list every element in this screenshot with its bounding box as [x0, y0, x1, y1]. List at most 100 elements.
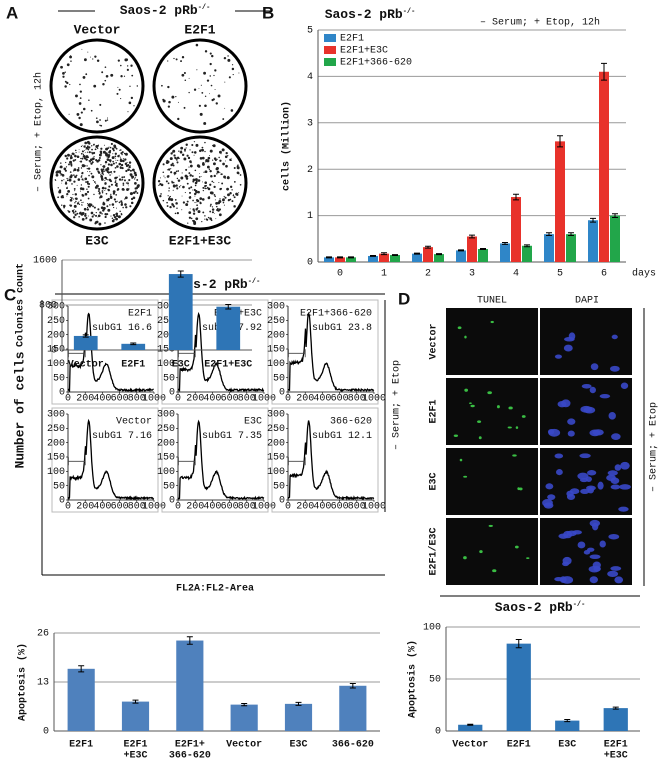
colony: [121, 166, 124, 170]
y-tick-label: 250: [47, 424, 65, 435]
colony: [215, 166, 219, 170]
colony: [82, 75, 86, 79]
histogram-curve: [67, 418, 155, 501]
colony: [55, 171, 59, 174]
colony: [194, 201, 196, 204]
x-tick-label: 400: [313, 502, 331, 513]
colony: [90, 158, 93, 162]
colony: [78, 203, 80, 206]
error-bar: [546, 232, 552, 237]
error-bar: [502, 242, 508, 245]
colony: [101, 191, 104, 194]
colony: [195, 143, 199, 147]
colony: [172, 189, 174, 191]
colony: [175, 202, 178, 205]
colony: [120, 203, 124, 206]
micrograph: [446, 378, 538, 445]
colony: [184, 191, 186, 194]
colony: [97, 159, 101, 162]
y-tick-label: 300: [267, 302, 285, 313]
y-tick-label: 5: [307, 26, 313, 37]
colony: [198, 149, 202, 153]
nucleus: [547, 494, 556, 501]
panel-footer-main: Saos-2 pRb: [495, 600, 573, 615]
colony: [120, 179, 122, 181]
colony: [185, 203, 189, 207]
colony: [229, 185, 233, 188]
colony: [185, 143, 188, 146]
panel-header: Saos-2 pRb-/-: [120, 3, 211, 18]
error-bar: [458, 249, 464, 252]
colony: [166, 201, 168, 204]
colony: [105, 74, 109, 78]
colony: [66, 81, 69, 85]
colony: [127, 168, 130, 172]
colony: [70, 60, 72, 62]
colony: [98, 191, 101, 194]
colony: [167, 105, 170, 108]
colony: [137, 184, 140, 187]
nucleus: [558, 533, 569, 539]
colony: [101, 213, 103, 215]
colony: [218, 156, 220, 159]
colony: [188, 91, 190, 94]
colony: [167, 60, 169, 62]
bar: [434, 254, 444, 262]
nucleus: [590, 363, 599, 371]
colony: [128, 178, 131, 182]
colony: [175, 184, 178, 187]
colony: [119, 156, 121, 158]
gate-value: 7.16: [128, 431, 152, 442]
colony: [169, 157, 173, 161]
x-tick-label: 2: [425, 269, 431, 280]
x-tick-label: 800: [128, 394, 146, 405]
colony: [172, 181, 175, 184]
colony: [92, 58, 94, 60]
colony: [107, 163, 111, 166]
colony: [181, 73, 185, 77]
colony: [86, 165, 88, 167]
colony: [213, 174, 216, 178]
colony: [237, 172, 240, 175]
bar: [168, 274, 193, 350]
colony: [183, 71, 186, 75]
colony: [107, 208, 111, 212]
colony: [115, 157, 116, 159]
colony: [197, 190, 200, 194]
y-tick-label: 0: [59, 388, 65, 399]
colony: [72, 193, 74, 196]
colony: [184, 79, 187, 81]
panel-footer-sup: -/-: [573, 601, 586, 609]
colony: [120, 212, 123, 215]
bar: [610, 215, 620, 262]
colony: [74, 202, 76, 204]
nucleus: [488, 524, 493, 527]
colony: [225, 164, 228, 168]
y-tick-label: 200: [157, 438, 175, 449]
bar: [555, 720, 580, 731]
colony: [104, 222, 106, 224]
colony: [68, 163, 70, 165]
colony: [160, 193, 162, 195]
colony: [84, 214, 87, 217]
colony: [212, 144, 216, 148]
colony: [86, 145, 89, 148]
nucleus: [515, 426, 519, 429]
x-tick-label: 366-620: [169, 751, 211, 762]
colony: [76, 113, 80, 116]
colony: [104, 190, 106, 191]
colony: [193, 188, 196, 192]
colony: [159, 194, 162, 198]
x-tick-label: E3C: [289, 740, 307, 751]
colony: [85, 181, 88, 183]
x-tick-label: 600: [221, 502, 239, 513]
colony: [224, 81, 226, 83]
colony: [109, 174, 111, 176]
nucleus: [459, 458, 463, 462]
gate-marker: [178, 349, 196, 358]
colony: [173, 57, 175, 60]
colony: [227, 199, 230, 202]
colony: [88, 160, 91, 162]
y-tick-label: 200: [47, 330, 65, 341]
colony: [124, 152, 128, 156]
